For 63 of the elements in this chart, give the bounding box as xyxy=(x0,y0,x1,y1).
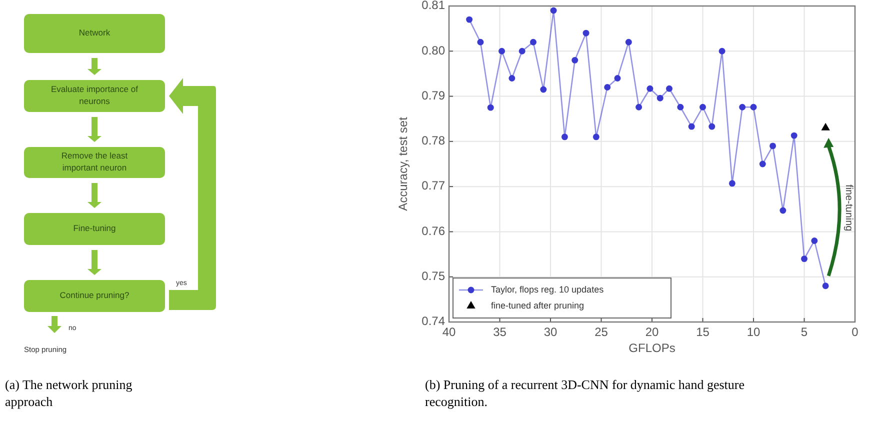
point xyxy=(572,56,578,64)
point xyxy=(822,282,829,290)
point xyxy=(728,180,736,187)
point xyxy=(561,134,568,140)
point xyxy=(646,85,654,92)
point xyxy=(700,104,706,110)
point xyxy=(466,16,473,23)
point xyxy=(780,207,786,214)
point xyxy=(801,256,808,262)
text: Evaluate importance of neurons xyxy=(51,84,139,106)
point xyxy=(540,86,547,93)
point xyxy=(750,104,757,110)
x-tick-label: 5 xyxy=(800,325,808,339)
y-tick-label: 0.78 xyxy=(422,134,446,148)
point xyxy=(498,48,506,54)
point xyxy=(636,104,642,110)
point xyxy=(530,38,536,46)
text: Network xyxy=(78,28,111,38)
point xyxy=(550,7,557,14)
legend-label: fine-tuned after pruning xyxy=(491,300,584,310)
text: Continue pruning? xyxy=(60,290,130,300)
x-tick-label: 20 xyxy=(645,325,659,339)
annotation: fine-tuning xyxy=(842,184,854,232)
point xyxy=(477,38,484,46)
y-tick-label: 0.77 xyxy=(422,178,446,193)
y-tick-label: 0.80 xyxy=(422,43,446,58)
point xyxy=(625,38,632,46)
x-axis-title: GFLOPs xyxy=(628,341,676,355)
point xyxy=(666,85,672,92)
x-tick-label: 10 xyxy=(746,325,760,339)
y-tick-label: 0.81 xyxy=(422,0,446,12)
legend-label: Taylor, flops reg. 10 updates xyxy=(491,284,604,294)
point xyxy=(582,30,590,36)
point xyxy=(518,48,526,54)
text: (a) The network pruning approach xyxy=(5,377,133,409)
x-tick-label: 0 xyxy=(852,325,859,339)
point xyxy=(708,123,716,130)
y-axis-title: Accuracy, test set xyxy=(396,116,410,211)
point xyxy=(770,142,776,150)
text: Remove the least important neuron xyxy=(61,150,128,173)
point xyxy=(592,134,600,140)
point xyxy=(604,84,611,90)
point xyxy=(739,104,746,110)
point xyxy=(759,160,766,168)
point xyxy=(811,238,818,244)
x-tick-label: 25 xyxy=(594,325,608,339)
point xyxy=(508,75,516,82)
y-tick-label: 0.76 xyxy=(422,224,446,238)
point xyxy=(614,75,621,82)
y-tick-label: 0.79 xyxy=(422,88,446,102)
x-tick-label: 30 xyxy=(544,325,558,339)
point xyxy=(718,48,726,54)
point xyxy=(487,104,494,111)
text: (b) Pruning of a recurrent 3D-CNN for dynamic hand gesture recognition. xyxy=(425,377,745,409)
x-tick-label: 15 xyxy=(696,325,710,339)
point xyxy=(677,104,684,110)
text: Fine-tuning xyxy=(73,223,116,234)
point xyxy=(790,132,798,139)
x-tick-label: 35 xyxy=(493,325,507,339)
point xyxy=(821,122,830,130)
y-tick-label: 0.75 xyxy=(422,269,446,284)
point xyxy=(656,94,664,102)
point xyxy=(688,123,695,130)
